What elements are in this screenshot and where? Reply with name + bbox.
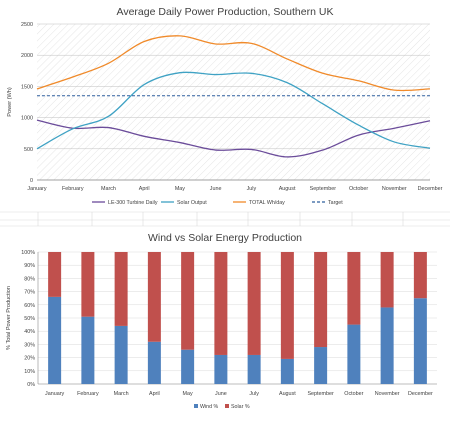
legend-label-solar: Solar % bbox=[231, 404, 250, 410]
bar-wind-march bbox=[114, 325, 128, 384]
bar-chart-y-tick-label: 100% bbox=[21, 250, 35, 256]
series-line-solar-output bbox=[36, 71, 431, 150]
bar-chart-y-tick-label: 60% bbox=[24, 303, 35, 309]
line-chart-y-tick-label: 2500 bbox=[21, 22, 33, 28]
bar-wind-june bbox=[214, 354, 228, 384]
bar-solar-september bbox=[314, 252, 328, 348]
bar-solar-october bbox=[347, 252, 361, 325]
bar-solar-november bbox=[380, 252, 394, 308]
series-line-total-wh-day bbox=[36, 35, 431, 92]
line-chart-x-tick-label: February bbox=[62, 186, 84, 192]
bar-chart-x-tick-label: June bbox=[215, 391, 227, 397]
bar-wind-november bbox=[380, 307, 394, 384]
bar-chart-bars bbox=[48, 252, 427, 384]
line-chart-x-tick-label: August bbox=[279, 186, 296, 192]
bar-chart-y-tick-label: 50% bbox=[24, 316, 35, 322]
bar-wind-february bbox=[81, 316, 95, 384]
bar-solar-may bbox=[181, 252, 195, 350]
line-chart-x-tick-label: June bbox=[210, 186, 222, 192]
bar-wind-december bbox=[413, 298, 427, 384]
series-line-le-300-turbine-daily bbox=[36, 119, 431, 158]
line-chart-y-tick-label: 2000 bbox=[21, 53, 33, 59]
line-chart-x-tick-label: October bbox=[349, 186, 368, 192]
legend-label-le-300-turbine-daily: LE-300 Turbine Daily bbox=[108, 200, 158, 206]
bar-solar-march bbox=[114, 252, 128, 326]
bar-solar-january bbox=[48, 252, 62, 297]
line-chart-y-ticks: 0 500 1000 1500 2000 2500 bbox=[21, 22, 33, 184]
legend-swatch-solar bbox=[225, 404, 229, 408]
line-chart-x-tick-label: May bbox=[175, 186, 185, 192]
bar-wind-september bbox=[314, 347, 328, 384]
bar-chart-y-axis-label: % Total Power Production bbox=[6, 286, 12, 350]
bar-chart-y-tick-label: 80% bbox=[24, 276, 35, 282]
bar-chart-y-tick-label: 20% bbox=[24, 356, 35, 362]
bar-wind-october bbox=[347, 324, 361, 384]
bar-chart-gridlines bbox=[37, 251, 437, 385]
line-chart-x-tick-label: January bbox=[27, 186, 46, 192]
stacked-bar-chart: Wind vs Solar Energy Production 0% 10% 20%… bbox=[6, 232, 437, 410]
bar-chart-y-tick-label: 40% bbox=[24, 329, 35, 335]
line-chart-y-tick-label: 500 bbox=[24, 147, 33, 153]
legend-label-wind: Wind % bbox=[200, 404, 219, 410]
bar-chart-x-tick-label: May bbox=[183, 391, 193, 397]
bar-wind-august bbox=[280, 358, 294, 384]
bar-chart-x-tick-label: January bbox=[45, 391, 64, 397]
line-chart-x-tick-label: September bbox=[310, 186, 337, 192]
line-chart-x-ticks: January February March April May June July Augu… bbox=[27, 186, 442, 192]
line-chart-x-tick-label: April bbox=[139, 186, 150, 192]
line-chart-x-tick-label: July bbox=[247, 186, 257, 192]
bar-chart-y-ticks: 0% 10% 20% 30% 40% 50% 60% 70% 80% 90% 100% bbox=[21, 250, 35, 388]
bar-chart-legend: Wind % Solar % bbox=[194, 404, 250, 410]
bar-solar-june bbox=[214, 252, 228, 355]
line-chart-y-tick-label: 1000 bbox=[21, 116, 33, 122]
legend-swatch-wind bbox=[194, 404, 198, 408]
bar-chart-x-tick-label: December bbox=[408, 391, 433, 397]
line-chart-gridlines bbox=[37, 23, 430, 181]
line-chart-x-tick-label: December bbox=[418, 186, 443, 192]
bar-chart-x-tick-label: March bbox=[114, 391, 129, 397]
bar-solar-july bbox=[247, 252, 261, 355]
line-chart-legend: LE-300 Turbine Daily Solar Output TOTAL Wh… bbox=[92, 200, 343, 206]
bar-chart-x-tick-label: September bbox=[307, 391, 334, 397]
legend-label-total-wh-day: TOTAL Wh/day bbox=[249, 200, 285, 206]
bar-solar-december bbox=[413, 252, 427, 299]
bar-wind-april bbox=[147, 341, 161, 384]
bar-chart-y-tick-label: 70% bbox=[24, 290, 35, 296]
line-chart-y-axis-label: Power (Wh) bbox=[7, 87, 13, 117]
bar-chart-title: Wind vs Solar Energy Production bbox=[148, 232, 302, 244]
line-chart: Average Daily Power Production, Southern… bbox=[7, 6, 443, 206]
line-chart-plot-area bbox=[37, 24, 430, 180]
bar-chart-y-tick-label: 10% bbox=[24, 369, 35, 375]
spreadsheet-cell-grid bbox=[0, 211, 450, 227]
bar-solar-august bbox=[280, 252, 294, 359]
bar-chart-x-tick-label: October bbox=[344, 391, 363, 397]
bar-chart-y-tick-label: 0% bbox=[27, 382, 35, 388]
bar-chart-x-tick-label: July bbox=[249, 391, 259, 397]
bar-wind-january bbox=[48, 296, 62, 384]
legend-label-solar-output: Solar Output bbox=[177, 200, 207, 206]
bar-solar-april bbox=[147, 252, 161, 342]
bar-wind-may bbox=[181, 349, 195, 384]
line-chart-y-tick-label: 1500 bbox=[21, 84, 33, 90]
line-chart-series bbox=[36, 35, 431, 158]
bar-chart-x-ticks: January February March April May June July Augu… bbox=[45, 391, 433, 397]
legend-label-target: Target bbox=[328, 200, 343, 206]
line-chart-title: Average Daily Power Production, Southern… bbox=[117, 6, 334, 18]
bar-chart-x-tick-label: April bbox=[149, 391, 160, 397]
bar-chart-y-tick-label: 30% bbox=[24, 342, 35, 348]
line-chart-x-tick-label: March bbox=[101, 186, 116, 192]
line-chart-x-tick-label: November bbox=[382, 186, 407, 192]
bar-chart-x-tick-label: August bbox=[279, 391, 296, 397]
bar-wind-july bbox=[247, 354, 261, 384]
bar-chart-x-tick-label: February bbox=[77, 391, 99, 397]
bar-chart-y-tick-label: 90% bbox=[24, 263, 35, 269]
bar-solar-february bbox=[81, 252, 95, 317]
bar-chart-x-tick-label: November bbox=[375, 391, 400, 397]
line-chart-y-tick-label: 0 bbox=[30, 178, 33, 184]
